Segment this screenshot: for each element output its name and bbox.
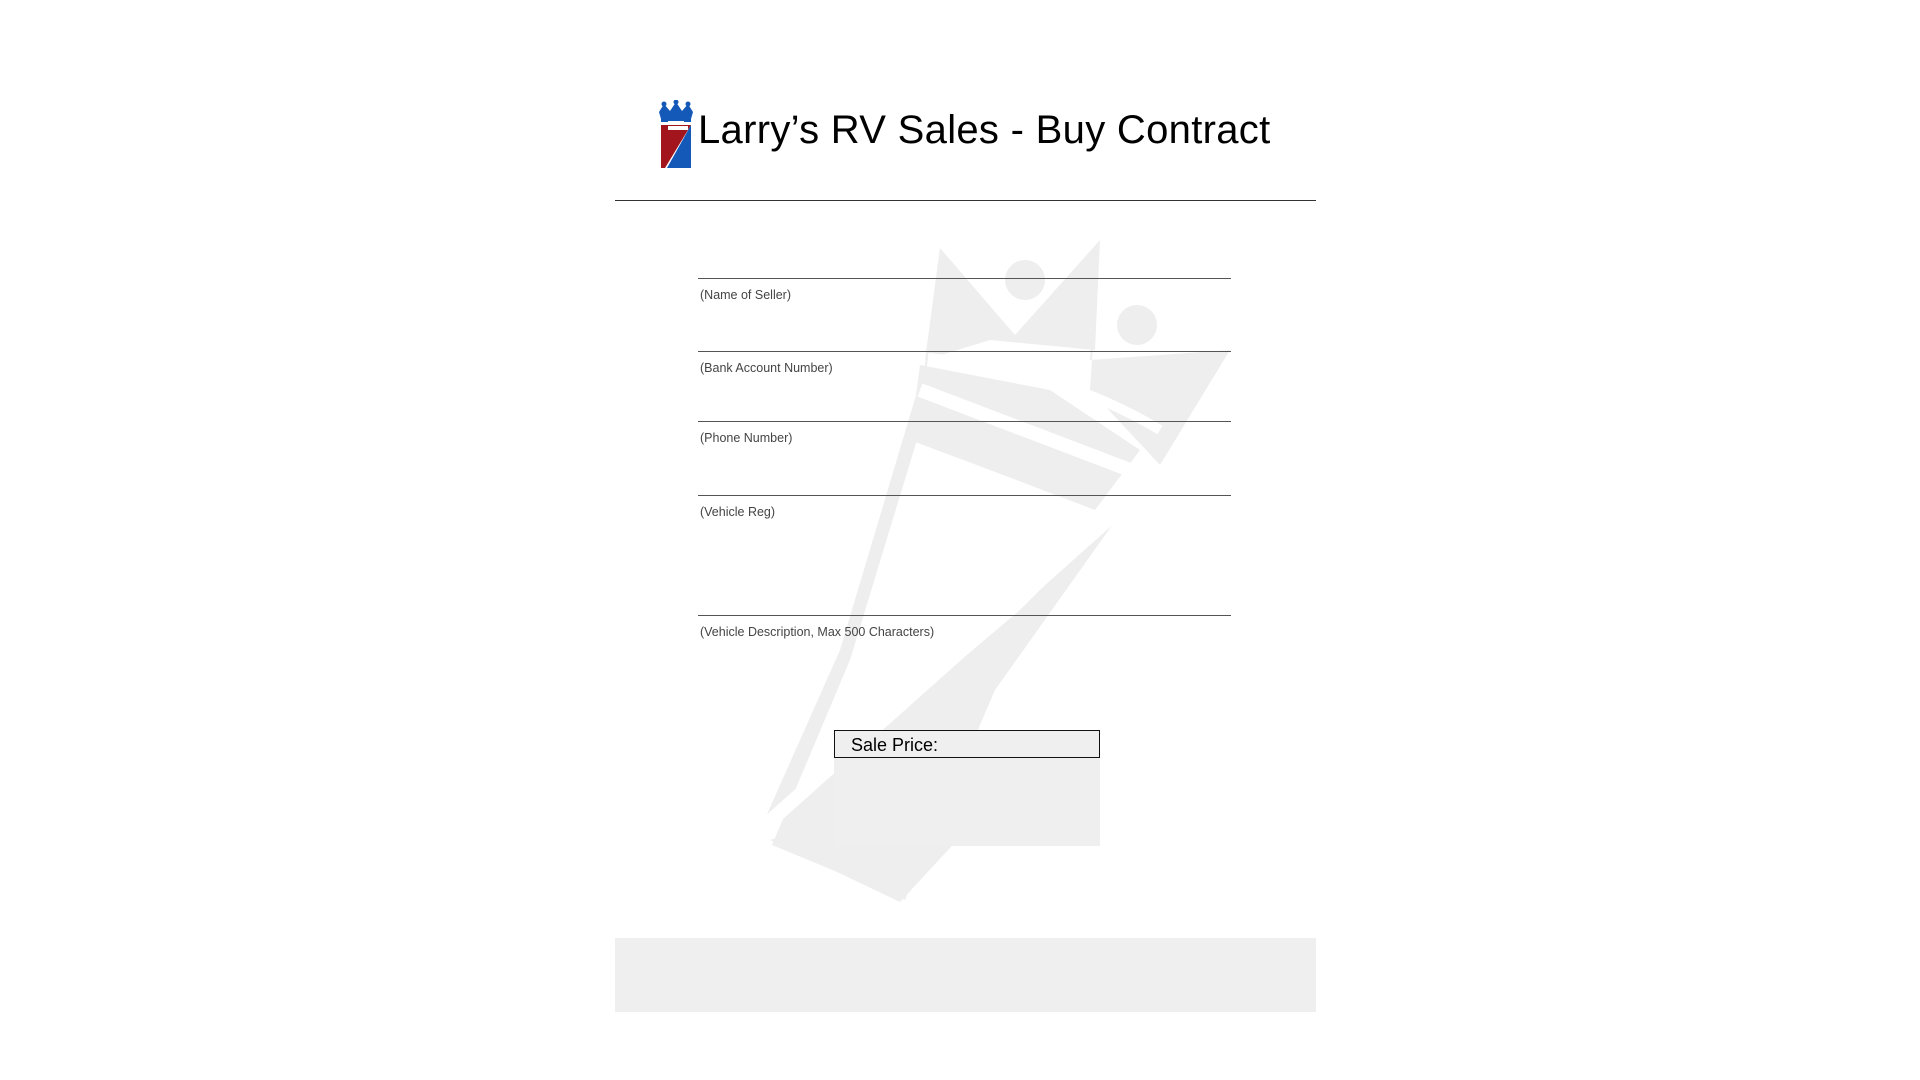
sale-price-box[interactable]: Sale Price: [834,730,1100,758]
vehicle-reg-field[interactable]: (Vehicle Reg) [698,495,1231,519]
bank-account-label: (Bank Account Number) [700,361,833,375]
vehicle-reg-line[interactable] [698,495,1231,496]
sale-price-input-area[interactable] [834,758,1100,846]
crown-flag-logo-icon [659,100,693,168]
vehicle-description-field[interactable]: (Vehicle Description, Max 500 Characters… [698,615,1231,639]
bank-account-line[interactable] [698,351,1231,352]
seller-name-label: (Name of Seller) [700,288,791,302]
sale-price-label: Sale Price: [851,735,939,755]
phone-number-label: (Phone Number) [700,431,793,445]
seller-name-line[interactable] [698,278,1231,279]
vehicle-description-line[interactable] [698,615,1231,616]
bank-account-field[interactable]: (Bank Account Number) [698,351,1231,375]
phone-number-field[interactable]: (Phone Number) [698,421,1231,445]
header-divider [615,200,1316,201]
vehicle-description-label: (Vehicle Description, Max 500 Characters… [700,625,935,639]
footer-signature-area[interactable] [615,938,1316,1012]
phone-number-line[interactable] [698,421,1231,422]
document-title: Larry’s RV Sales - Buy Contract [698,108,1271,152]
vehicle-reg-label: (Vehicle Reg) [700,505,776,519]
seller-name-field[interactable]: (Name of Seller) [698,278,1231,302]
